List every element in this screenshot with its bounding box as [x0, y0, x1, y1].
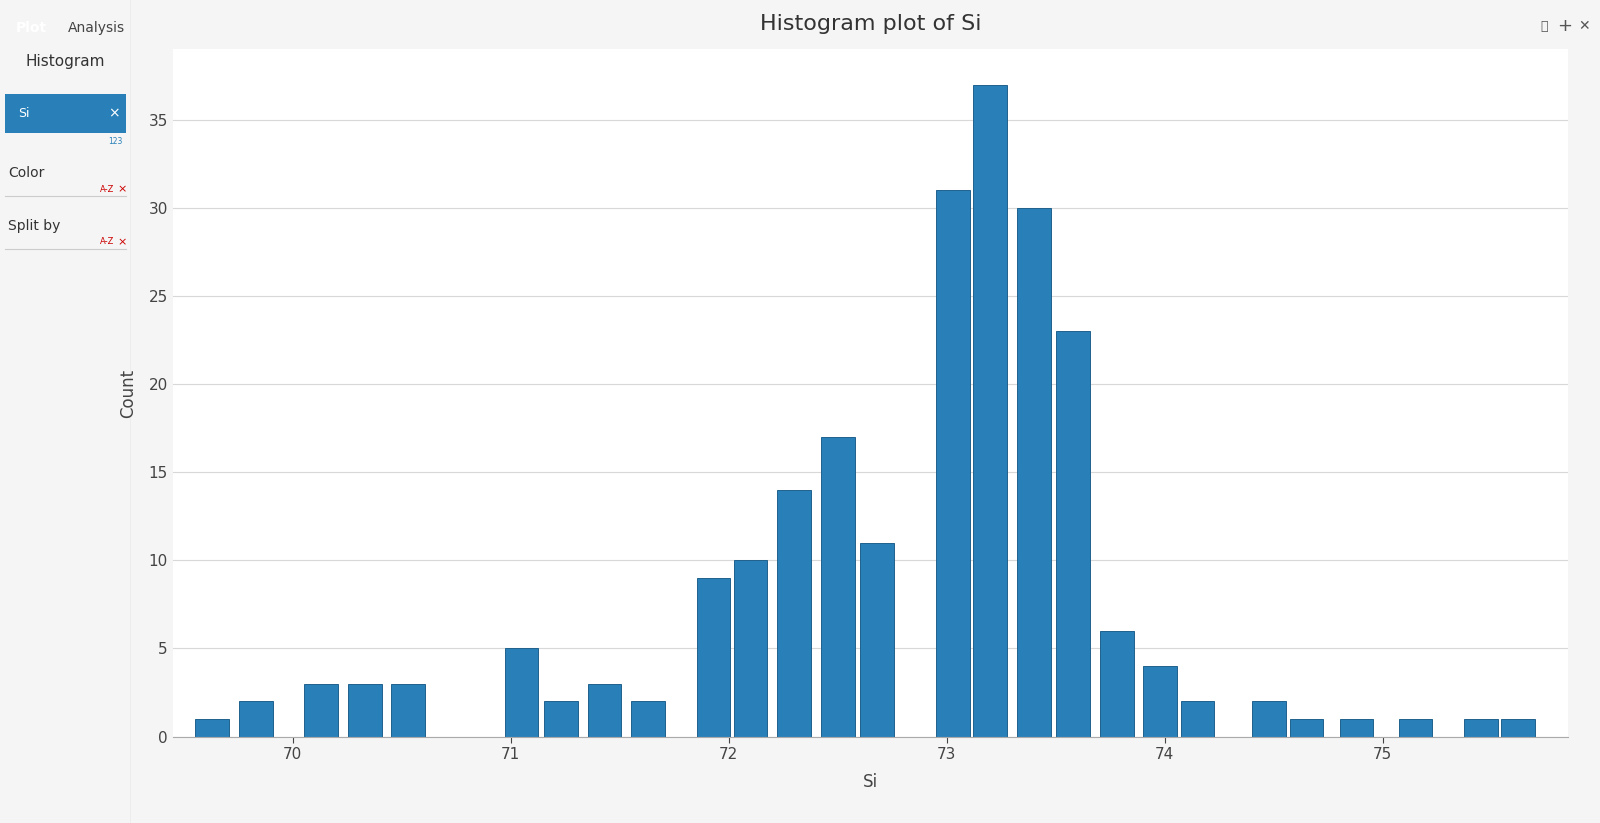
Text: A-Z: A-Z: [101, 185, 115, 193]
Text: Histogram: Histogram: [26, 54, 106, 69]
Bar: [630, 701, 666, 737]
Text: Split by: Split by: [8, 218, 61, 233]
Text: Si: Si: [18, 107, 30, 120]
Text: ×: ×: [109, 106, 120, 121]
Y-axis label: Count: Count: [120, 369, 138, 417]
Bar: [973, 85, 1006, 737]
Text: 123: 123: [109, 137, 123, 146]
Bar: [696, 578, 730, 737]
Text: +: +: [1557, 17, 1573, 35]
Bar: [1339, 719, 1373, 737]
Bar: [778, 490, 811, 737]
Text: ✕: ✕: [1578, 19, 1590, 34]
Text: ×: ×: [117, 237, 126, 247]
Bar: [1099, 631, 1134, 737]
Text: A-Z: A-Z: [101, 238, 115, 246]
Text: Color: Color: [8, 165, 45, 180]
Bar: [195, 719, 229, 737]
Bar: [861, 542, 894, 737]
Bar: [1018, 208, 1051, 737]
Bar: [347, 684, 381, 737]
Bar: [1253, 701, 1286, 737]
Text: Analysis: Analysis: [67, 21, 125, 35]
Bar: [544, 701, 578, 737]
Title: Histogram plot of Si: Histogram plot of Si: [760, 14, 981, 34]
Text: ×: ×: [117, 184, 126, 194]
Bar: [587, 684, 621, 737]
Text: Value: Value: [8, 95, 46, 110]
Text: Plot: Plot: [16, 21, 46, 35]
Bar: [1398, 719, 1432, 737]
Bar: [1144, 666, 1178, 737]
Bar: [1056, 332, 1090, 737]
Bar: [1181, 701, 1214, 737]
Bar: [936, 190, 970, 737]
Bar: [1290, 719, 1323, 737]
X-axis label: Si: Si: [862, 773, 878, 791]
Bar: [1464, 719, 1498, 737]
Bar: [504, 649, 539, 737]
Bar: [5, 94, 126, 133]
Text: 🔍: 🔍: [1541, 20, 1547, 33]
Bar: [238, 701, 272, 737]
Bar: [304, 684, 338, 737]
Bar: [821, 437, 854, 737]
Bar: [734, 560, 768, 737]
Bar: [392, 684, 426, 737]
Bar: [1501, 719, 1534, 737]
